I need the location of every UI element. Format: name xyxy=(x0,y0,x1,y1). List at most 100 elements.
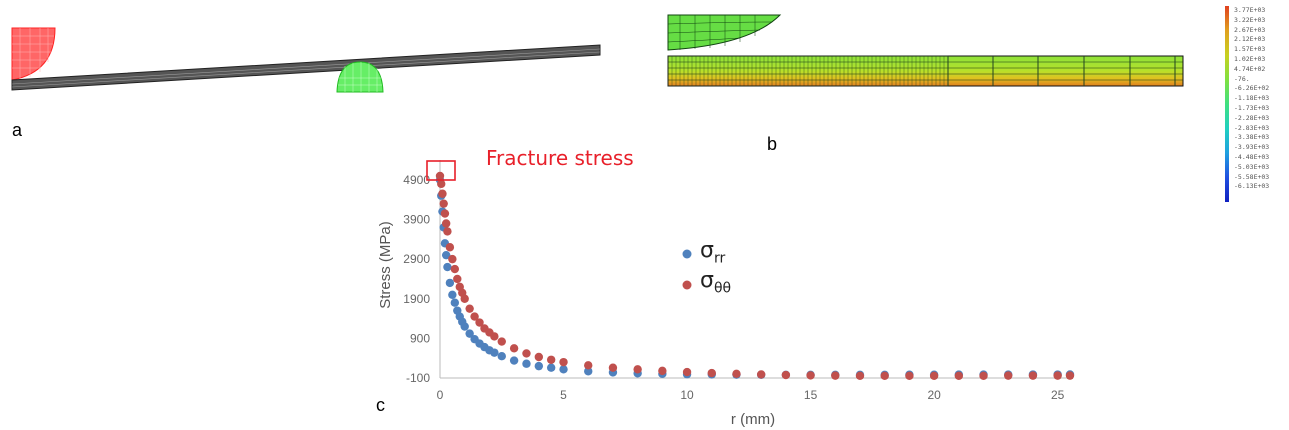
colorbar-label: -3.93E+03 xyxy=(1234,143,1270,152)
data-point-stt xyxy=(448,254,457,264)
data-point-srr xyxy=(490,348,499,357)
colorbar-label: -6.13E+03 xyxy=(1234,182,1270,191)
data-point-stt xyxy=(470,312,479,321)
data-point-stt xyxy=(1028,371,1038,380)
data-point-stt xyxy=(440,209,450,218)
colorbar-label: -3.38E+03 xyxy=(1234,133,1270,142)
x-tick-label: 10 xyxy=(680,388,694,402)
data-point-stt xyxy=(855,371,865,381)
panel-label-a: a xyxy=(12,120,23,140)
data-point-stt xyxy=(732,369,741,379)
colorbar-label: -4.48E+03 xyxy=(1234,153,1270,161)
data-point-stt xyxy=(707,368,716,378)
data-point-stt xyxy=(608,363,618,372)
fracture-stress-annotation: Fracture stress xyxy=(486,146,634,170)
data-point-stt xyxy=(756,370,766,379)
data-point-stt xyxy=(497,337,506,346)
chart-ticks: 0 5 10 15 20 25 -100 900 1900 2900 3900 4900 xyxy=(403,173,1064,402)
data-point-stt xyxy=(453,274,462,284)
colorbar-label: 4.74E+02 xyxy=(1234,64,1266,73)
data-point-srr xyxy=(509,356,519,365)
data-point-stt xyxy=(831,371,840,380)
data-point-stt xyxy=(781,370,791,380)
colorbar-label: 2.12E+03 xyxy=(1234,35,1266,44)
legend-label-stt: σθθ xyxy=(700,268,732,297)
data-point-stt xyxy=(1004,371,1013,380)
data-point-stt xyxy=(450,264,460,274)
legend-label-srr: σrr xyxy=(700,238,726,267)
fracture-stress-box xyxy=(426,160,456,181)
chart-axes xyxy=(439,160,1070,379)
data-point-srr xyxy=(546,363,556,372)
data-point-stt xyxy=(490,332,499,341)
data-point-srr xyxy=(450,298,460,307)
data-point-stt xyxy=(435,171,445,181)
data-point-stt xyxy=(658,366,667,376)
data-point-stt xyxy=(475,318,484,327)
panel-label-c: c xyxy=(376,395,385,415)
red-indenter xyxy=(11,27,56,81)
x-tick-label: 25 xyxy=(1051,388,1065,402)
data-point-stt xyxy=(1053,371,1062,380)
y-tick-label: 900 xyxy=(410,331,430,345)
stress-chart: 0 5 10 15 20 25 -100 900 1900 2900 3900 4900 r (mm)… xyxy=(377,160,1075,428)
data-point-stt xyxy=(509,344,519,353)
green-support xyxy=(336,61,384,93)
data-point-srr xyxy=(465,329,474,338)
x-tick-label: 0 xyxy=(437,388,444,402)
x-tick-label: 20 xyxy=(927,388,941,402)
y-tick-label: 4900 xyxy=(403,173,430,187)
data-point-stt xyxy=(441,219,451,228)
data-point-srr xyxy=(497,352,506,361)
data-point-stt xyxy=(546,355,556,364)
data-point-stt xyxy=(682,367,692,377)
y-tick-label: 3900 xyxy=(403,213,430,227)
data-point-stt xyxy=(443,227,452,236)
colorbar-label: 1.02E+03 xyxy=(1234,55,1266,63)
data-point-stt xyxy=(929,371,939,381)
colorbar-label: -6.26E+02 xyxy=(1234,84,1270,93)
data-point-stt xyxy=(438,189,447,198)
colorbar-label: -1.73E+03 xyxy=(1234,104,1270,112)
colorbar-label: -5.58E+03 xyxy=(1234,172,1270,181)
x-axis-label: r (mm) xyxy=(731,411,775,428)
data-point-srr xyxy=(448,290,457,299)
data-point-srr xyxy=(559,365,568,374)
data-point-stt xyxy=(979,371,988,381)
panel-a-mesh-figure xyxy=(11,27,601,93)
data-point-stt xyxy=(633,365,642,374)
colorbar-label: 2.67E+03 xyxy=(1234,25,1266,34)
data-point-srr xyxy=(534,361,544,371)
data-point-srr xyxy=(443,262,452,272)
y-tick-label: -100 xyxy=(406,371,430,385)
data-point-stt xyxy=(445,243,455,252)
colorbar-label: -2.28E+03 xyxy=(1234,113,1270,122)
data-point-stt xyxy=(584,361,593,370)
colorbar-label: -5.03E+03 xyxy=(1234,162,1270,171)
data-point-stt xyxy=(806,371,815,380)
data-point-stt xyxy=(522,349,531,358)
data-point-srr xyxy=(445,278,455,288)
x-tick-label: 5 xyxy=(560,388,567,402)
y-tick-label: 1900 xyxy=(403,292,430,306)
legend-marker-srr xyxy=(682,249,692,259)
colorbar-label: -1.18E+03 xyxy=(1234,94,1270,103)
y-axis-label: Stress (MPa) xyxy=(377,221,394,309)
colorbar-label: -2.83E+03 xyxy=(1234,123,1270,132)
colorbar-label: 1.57E+03 xyxy=(1234,45,1266,54)
data-point-stt xyxy=(954,371,964,381)
chart-points xyxy=(435,171,1075,381)
beam-mesh xyxy=(11,44,601,91)
colorbar-label: 3.77E+03 xyxy=(1234,6,1266,14)
panel-b-contour-figure xyxy=(667,14,1184,87)
data-point-stt xyxy=(905,371,914,381)
contact-indenter xyxy=(667,14,782,51)
data-point-stt xyxy=(534,352,544,362)
data-point-stt xyxy=(559,357,568,367)
data-point-stt xyxy=(880,371,889,381)
data-point-stt xyxy=(1065,371,1075,380)
panel-label-b: b xyxy=(767,134,778,154)
colorbar-label: 3.22E+03 xyxy=(1234,15,1266,24)
data-point-srr xyxy=(441,250,451,260)
data-point-stt xyxy=(465,304,474,313)
